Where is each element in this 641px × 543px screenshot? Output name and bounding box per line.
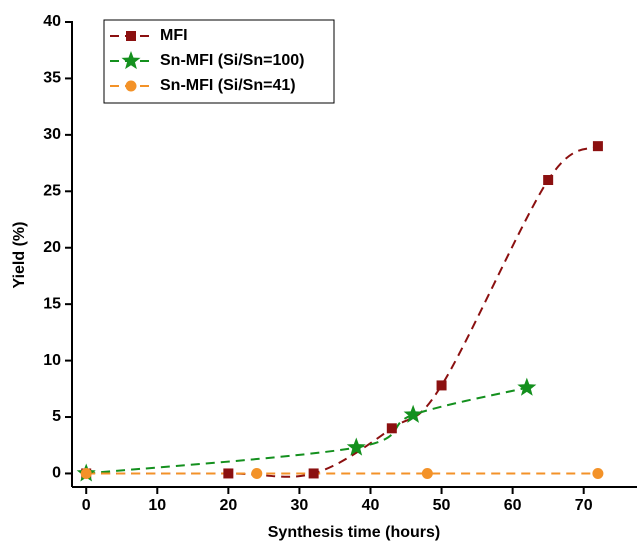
- y-tick-label: 25: [43, 183, 61, 200]
- marker: [592, 467, 604, 479]
- legend: MFI Sn-MFI (Si/Sn=100) Sn-MFI (Si/Sn=41): [103, 19, 335, 104]
- series-line: [86, 386, 528, 475]
- x-tick-label: 10: [148, 497, 166, 514]
- y-tick-label: 40: [43, 13, 61, 30]
- marker: [436, 380, 447, 391]
- legend-label: Sn-MFI (Si/Sn=100): [160, 52, 304, 69]
- x-tick-label: 20: [219, 497, 237, 514]
- x-tick-label: 30: [291, 497, 309, 514]
- x-tick-label: 0: [82, 497, 91, 514]
- marker: [592, 141, 603, 152]
- marker: [346, 437, 366, 456]
- x-tick-label: 50: [433, 497, 451, 514]
- y-tick-label: 5: [52, 408, 61, 425]
- x-axis-title: Synthesis time (hours): [268, 524, 440, 541]
- marker: [126, 31, 136, 41]
- legend-label: MFI: [160, 27, 188, 44]
- marker: [386, 423, 397, 434]
- marker: [223, 468, 234, 479]
- marker: [517, 377, 537, 396]
- y-axis-title: Yield (%): [11, 222, 28, 289]
- legend-label: Sn-MFI (Si/Sn=41): [160, 77, 296, 94]
- marker: [251, 467, 263, 479]
- series-line: [86, 145, 599, 478]
- y-tick-label: 30: [43, 126, 61, 143]
- marker: [421, 467, 433, 479]
- y-tick-label: 20: [43, 239, 61, 256]
- y-tick-label: 10: [43, 352, 61, 369]
- y-tick-label: 0: [52, 465, 61, 482]
- marker: [125, 80, 137, 92]
- marker: [403, 404, 423, 423]
- marker: [543, 175, 554, 186]
- x-tick-label: 60: [504, 497, 522, 514]
- marker: [308, 468, 319, 479]
- y-tick-label: 35: [43, 70, 61, 87]
- marker: [121, 51, 141, 70]
- x-tick-label: 70: [575, 497, 593, 514]
- marker: [80, 467, 92, 479]
- x-tick-label: 40: [362, 497, 380, 514]
- y-tick-label: 15: [43, 295, 61, 312]
